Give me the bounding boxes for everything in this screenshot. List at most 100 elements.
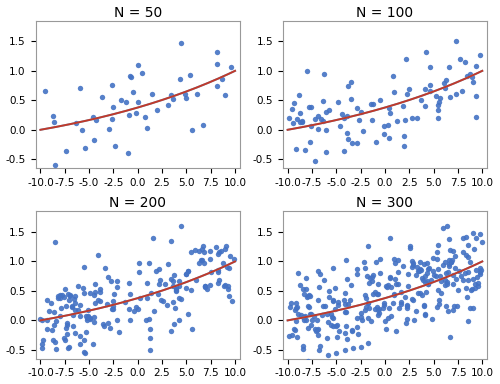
Point — [426, 64, 434, 70]
Point — [80, 290, 88, 296]
Point — [370, 101, 378, 107]
Point — [398, 263, 406, 269]
Point — [422, 279, 430, 285]
Point — [216, 248, 224, 255]
Point — [380, 123, 388, 129]
Point — [298, 343, 306, 349]
Point — [408, 260, 416, 266]
Point — [299, 346, 307, 352]
Point — [200, 260, 208, 266]
Point — [60, 294, 68, 300]
Point — [355, 117, 363, 123]
Point — [307, 104, 315, 110]
Point — [325, 288, 333, 294]
Point — [104, 320, 112, 326]
Point — [315, 347, 323, 353]
Point — [46, 300, 54, 306]
Point — [418, 275, 426, 281]
Point — [400, 143, 408, 149]
Point — [200, 249, 207, 255]
Point — [134, 61, 142, 68]
Point — [374, 291, 382, 297]
Point — [169, 299, 177, 305]
Point — [316, 343, 324, 349]
Point — [394, 280, 402, 286]
Point — [371, 289, 379, 295]
Point — [136, 295, 143, 301]
Point — [163, 302, 171, 308]
Point — [62, 325, 70, 331]
Point — [434, 99, 442, 105]
Point — [462, 293, 470, 300]
Point — [224, 286, 232, 292]
Point — [394, 269, 402, 275]
Point — [294, 311, 302, 317]
Point — [430, 271, 438, 278]
Point — [314, 332, 322, 338]
Point — [424, 281, 432, 288]
Point — [324, 319, 332, 325]
Point — [332, 350, 340, 356]
Point — [390, 256, 398, 262]
Point — [81, 144, 89, 151]
Point — [472, 114, 480, 120]
Point — [90, 136, 98, 142]
Point — [372, 139, 380, 145]
Point — [472, 285, 480, 291]
Point — [88, 114, 96, 120]
Point — [177, 296, 185, 302]
Point — [106, 324, 114, 331]
Point — [224, 293, 232, 299]
Point — [342, 257, 350, 263]
Point — [214, 280, 222, 286]
Point — [126, 73, 134, 79]
Point — [52, 318, 60, 324]
Point — [298, 286, 306, 292]
Point — [215, 277, 223, 283]
Point — [98, 94, 106, 100]
Point — [218, 260, 226, 266]
Point — [292, 304, 300, 310]
Point — [108, 278, 116, 284]
Point — [162, 281, 170, 288]
Point — [188, 127, 196, 133]
Point — [406, 245, 414, 252]
Point — [325, 364, 333, 370]
Point — [341, 301, 349, 307]
Point — [288, 331, 296, 338]
Point — [176, 223, 184, 229]
Point — [474, 280, 482, 286]
Point — [334, 99, 342, 105]
Point — [472, 93, 480, 99]
Point — [193, 91, 201, 98]
Point — [404, 271, 412, 277]
Point — [86, 315, 94, 321]
Point — [364, 273, 372, 280]
Point — [320, 303, 328, 309]
Point — [295, 91, 303, 98]
Title: N = 50: N = 50 — [114, 5, 162, 20]
Point — [474, 283, 482, 289]
Point — [166, 238, 174, 244]
Point — [312, 328, 320, 334]
Point — [62, 286, 70, 292]
Point — [174, 283, 182, 289]
Point — [328, 323, 336, 329]
Point — [84, 313, 92, 319]
Point — [333, 334, 341, 340]
Point — [170, 321, 178, 327]
Point — [446, 259, 454, 265]
Point — [340, 309, 348, 315]
Point — [468, 74, 476, 80]
Point — [66, 292, 74, 298]
Point — [72, 293, 80, 299]
Point — [58, 292, 66, 298]
Point — [64, 344, 72, 350]
Point — [296, 110, 304, 116]
Point — [90, 314, 98, 320]
Point — [51, 162, 59, 169]
Point — [385, 135, 393, 141]
Point — [340, 297, 348, 303]
Point — [416, 290, 424, 296]
Point — [76, 302, 84, 308]
